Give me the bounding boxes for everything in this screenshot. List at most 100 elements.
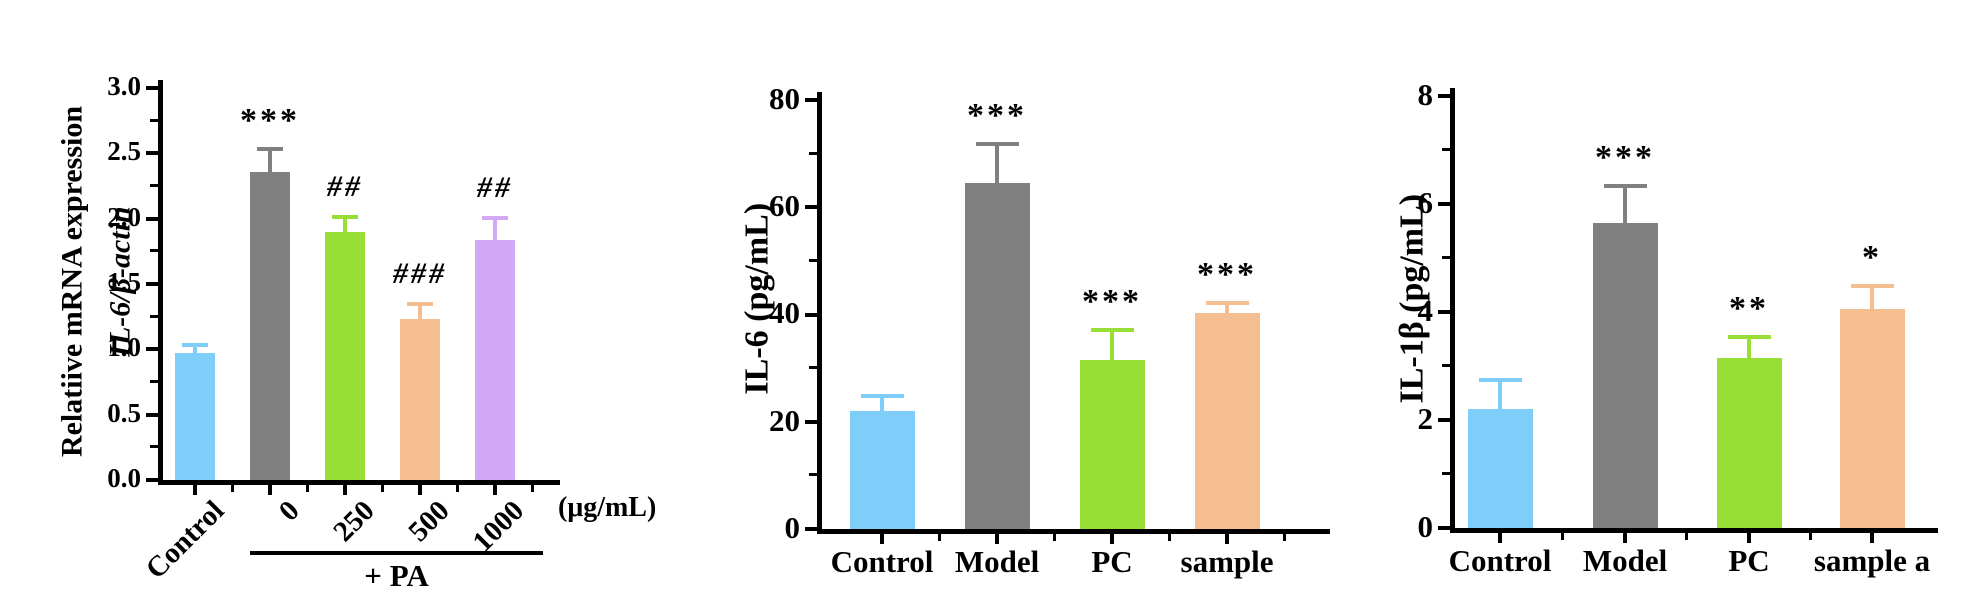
error-bar-cap [1850, 283, 1894, 288]
y-major-tick [146, 151, 158, 156]
y-minor-tick [150, 380, 158, 383]
x-major-tick [1110, 534, 1114, 544]
y-minor-tick [150, 118, 158, 122]
significance-label: ** [1729, 290, 1769, 327]
x-axis-line [158, 480, 560, 485]
x-axis-unit-label: (μg/mL) [558, 492, 657, 523]
x-axis-line [1450, 528, 1938, 533]
x-major-tick [268, 485, 272, 495]
y-tick-label: 2.5 [107, 136, 141, 167]
significance-label: ### [393, 257, 447, 291]
bar [175, 353, 215, 480]
y-tick-label: 0.5 [107, 397, 141, 428]
x-minor-tick [937, 534, 941, 541]
y-major-tick [805, 312, 817, 317]
significance-label: ## [327, 169, 363, 203]
x-minor-tick [1167, 534, 1171, 541]
x-major-tick [418, 485, 422, 495]
y-minor-tick [150, 249, 158, 253]
y-major-tick [146, 478, 158, 482]
error-bar-stem [1870, 287, 1874, 318]
x-category-label: sample a [1813, 543, 1931, 578]
x-minor-tick [1560, 533, 1564, 540]
x-minor-tick [1808, 533, 1812, 540]
bar [1467, 409, 1533, 528]
y-major-tick [805, 205, 817, 210]
x-category-label: sample [1180, 544, 1274, 579]
error-bar-cap [1727, 335, 1771, 339]
y-major-tick [146, 86, 158, 90]
error-bar-stem [1498, 382, 1502, 418]
y-minor-tick [1442, 148, 1450, 151]
error-bar-stem [493, 219, 497, 248]
y-axis-line [1450, 88, 1455, 533]
y-major-tick [146, 282, 158, 286]
error-bar-stem [1747, 339, 1751, 366]
error-bar-cap [860, 393, 904, 398]
y-tick-label: 40 [769, 295, 800, 331]
y-major-tick [805, 419, 817, 424]
y-minor-tick [809, 473, 817, 477]
x-major-tick [880, 534, 884, 544]
x-minor-tick [455, 485, 459, 492]
treatment-group-label: + PA [364, 558, 429, 593]
bar [400, 319, 440, 480]
x-minor-tick [1685, 533, 1688, 540]
bar [1716, 357, 1782, 528]
x-category-label: Model [954, 544, 1040, 579]
y-tick-label: 1.0 [107, 332, 141, 363]
y-major-tick [146, 216, 158, 221]
x-major-tick [1225, 534, 1229, 544]
error-bar-cap [1603, 183, 1647, 188]
x-axis-line [817, 529, 1330, 534]
y-tick-label: 4 [1417, 292, 1434, 328]
y-major-tick [146, 412, 158, 417]
x-category-label: Control [830, 544, 934, 579]
bar [1592, 222, 1658, 528]
y-tick-label: 80 [769, 80, 800, 116]
y-minor-tick [809, 258, 817, 262]
error-bar-cap [407, 302, 433, 307]
y-major-tick [1438, 202, 1450, 206]
error-bar-stem [343, 218, 347, 240]
error-bar-stem [268, 150, 272, 180]
error-bar-stem [880, 397, 884, 420]
x-category-label: Control [1448, 543, 1552, 578]
error-bar-stem [1110, 331, 1114, 369]
y-minor-tick [150, 445, 158, 449]
x-minor-tick [1052, 534, 1056, 541]
y-axis-line [817, 92, 822, 534]
x-category-label: PC [1728, 543, 1770, 578]
y-minor-tick [809, 151, 817, 155]
x-minor-tick [305, 485, 309, 492]
x-major-tick [343, 485, 347, 495]
significance-label: *** [1197, 256, 1257, 294]
error-bar-cap [1090, 327, 1134, 332]
y-minor-tick [1442, 256, 1450, 259]
x-major-tick [193, 485, 197, 495]
y-tick-label: 0.0 [107, 463, 141, 494]
bar [849, 411, 915, 529]
x-minor-tick [530, 485, 534, 492]
error-bar-cap [482, 215, 508, 220]
y-tick-label: 3.0 [107, 71, 141, 102]
y-major-tick [1438, 418, 1450, 422]
significance-label: *** [1082, 282, 1142, 320]
y-tick-label: 6 [1417, 184, 1434, 220]
y-major-tick [805, 527, 817, 531]
y-minor-tick [150, 314, 158, 318]
y-major-tick [146, 347, 158, 352]
x-minor-tick [380, 485, 384, 492]
error-bar-stem [1623, 187, 1627, 231]
bar [1839, 309, 1905, 528]
x-major-tick [1623, 533, 1627, 543]
y-tick-label: 8 [1417, 76, 1434, 112]
bar [250, 171, 290, 480]
x-major-tick [493, 485, 497, 495]
y-tick-label: 60 [769, 188, 800, 224]
y-minor-tick [1442, 472, 1450, 475]
error-bar-stem [193, 346, 197, 362]
